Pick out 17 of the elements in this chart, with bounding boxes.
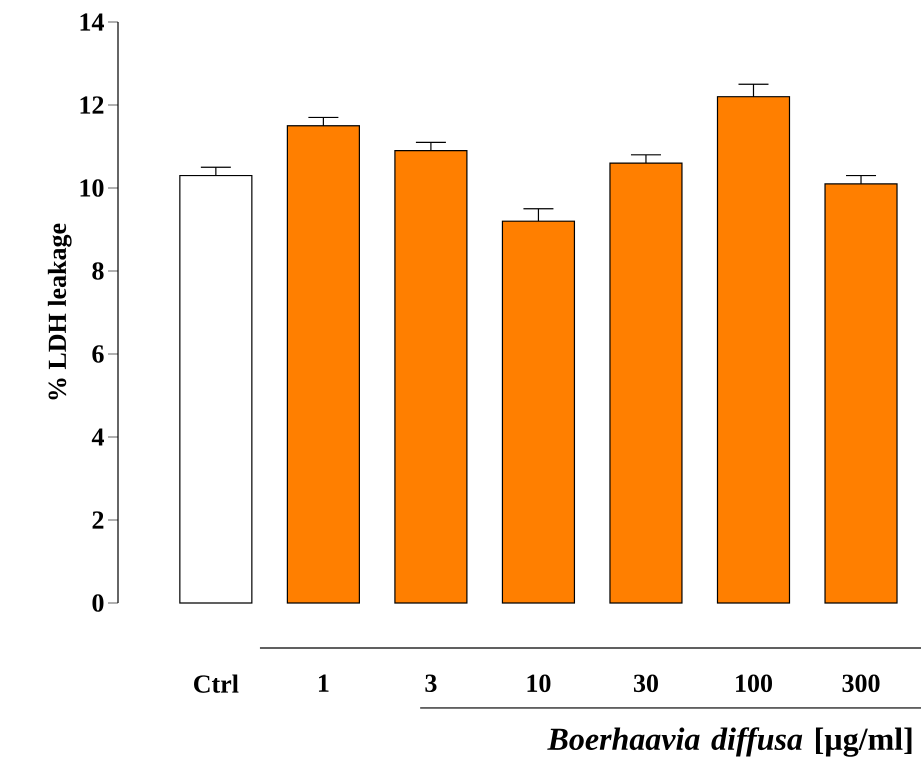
x-axis-title: Boerhaavia diffusa [µg/ml]: [547, 727, 912, 757]
x-tick-label: 10: [528, 674, 550, 692]
y-tick-label: 10: [80, 179, 104, 197]
x-tick-label: 100: [736, 674, 772, 692]
x-tick-label: 1: [318, 674, 329, 692]
x-tick-label: Ctrl: [194, 674, 238, 693]
x-tick-label: 30: [634, 674, 658, 692]
x-tick-label: 300: [842, 674, 880, 692]
y-tick-label: 14: [80, 13, 104, 31]
y-tick-label: 4: [92, 428, 104, 446]
y-tick-label: 12: [80, 96, 104, 114]
y-tick-label: 8: [92, 262, 104, 280]
y-tick-label: 6: [92, 345, 104, 363]
y-tick-label: 0: [92, 594, 104, 612]
x-tick-label: 3: [425, 674, 437, 692]
y-tick-label: 2: [92, 511, 104, 529]
y-axis-title: % LDH leakage: [48, 224, 72, 400]
